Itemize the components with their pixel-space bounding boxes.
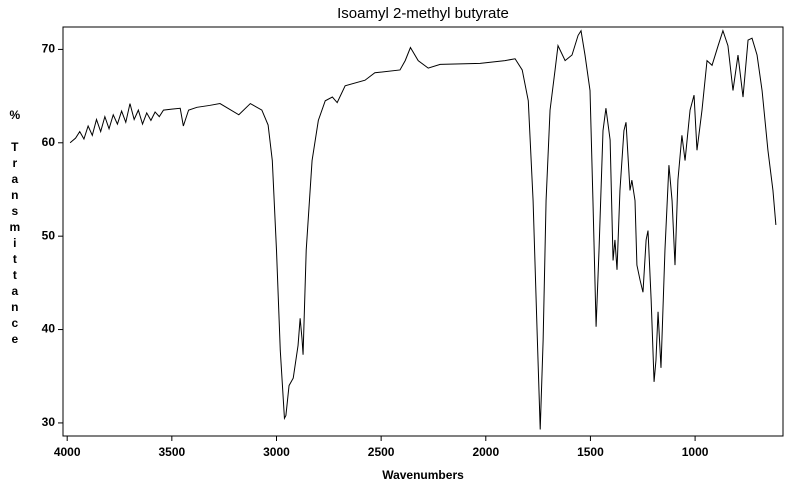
spectrum-line — [69, 29, 777, 430]
x-tick-label: 3000 — [263, 445, 290, 459]
x-tick-label: 1500 — [577, 445, 604, 459]
y-tick-label: 50 — [42, 228, 56, 242]
y-tick-label: 70 — [42, 42, 56, 56]
y-tick-label: 60 — [42, 135, 56, 149]
x-tick-label: 2000 — [472, 445, 499, 459]
x-tick-label: 2500 — [368, 445, 395, 459]
plot-frame — [62, 26, 784, 437]
x-tick-label: 1000 — [682, 445, 709, 459]
x-axis-label: Wavenumbers — [382, 468, 464, 482]
chart-title: Isoamyl 2-methyl butyrate — [337, 5, 509, 22]
y-tick-label: 30 — [42, 415, 56, 429]
x-tick-label: 4000 — [54, 445, 81, 459]
x-tick-label: 3500 — [158, 445, 185, 459]
y-axis-label: % Transmittance — [8, 108, 22, 348]
y-tick-label: 40 — [42, 322, 56, 336]
